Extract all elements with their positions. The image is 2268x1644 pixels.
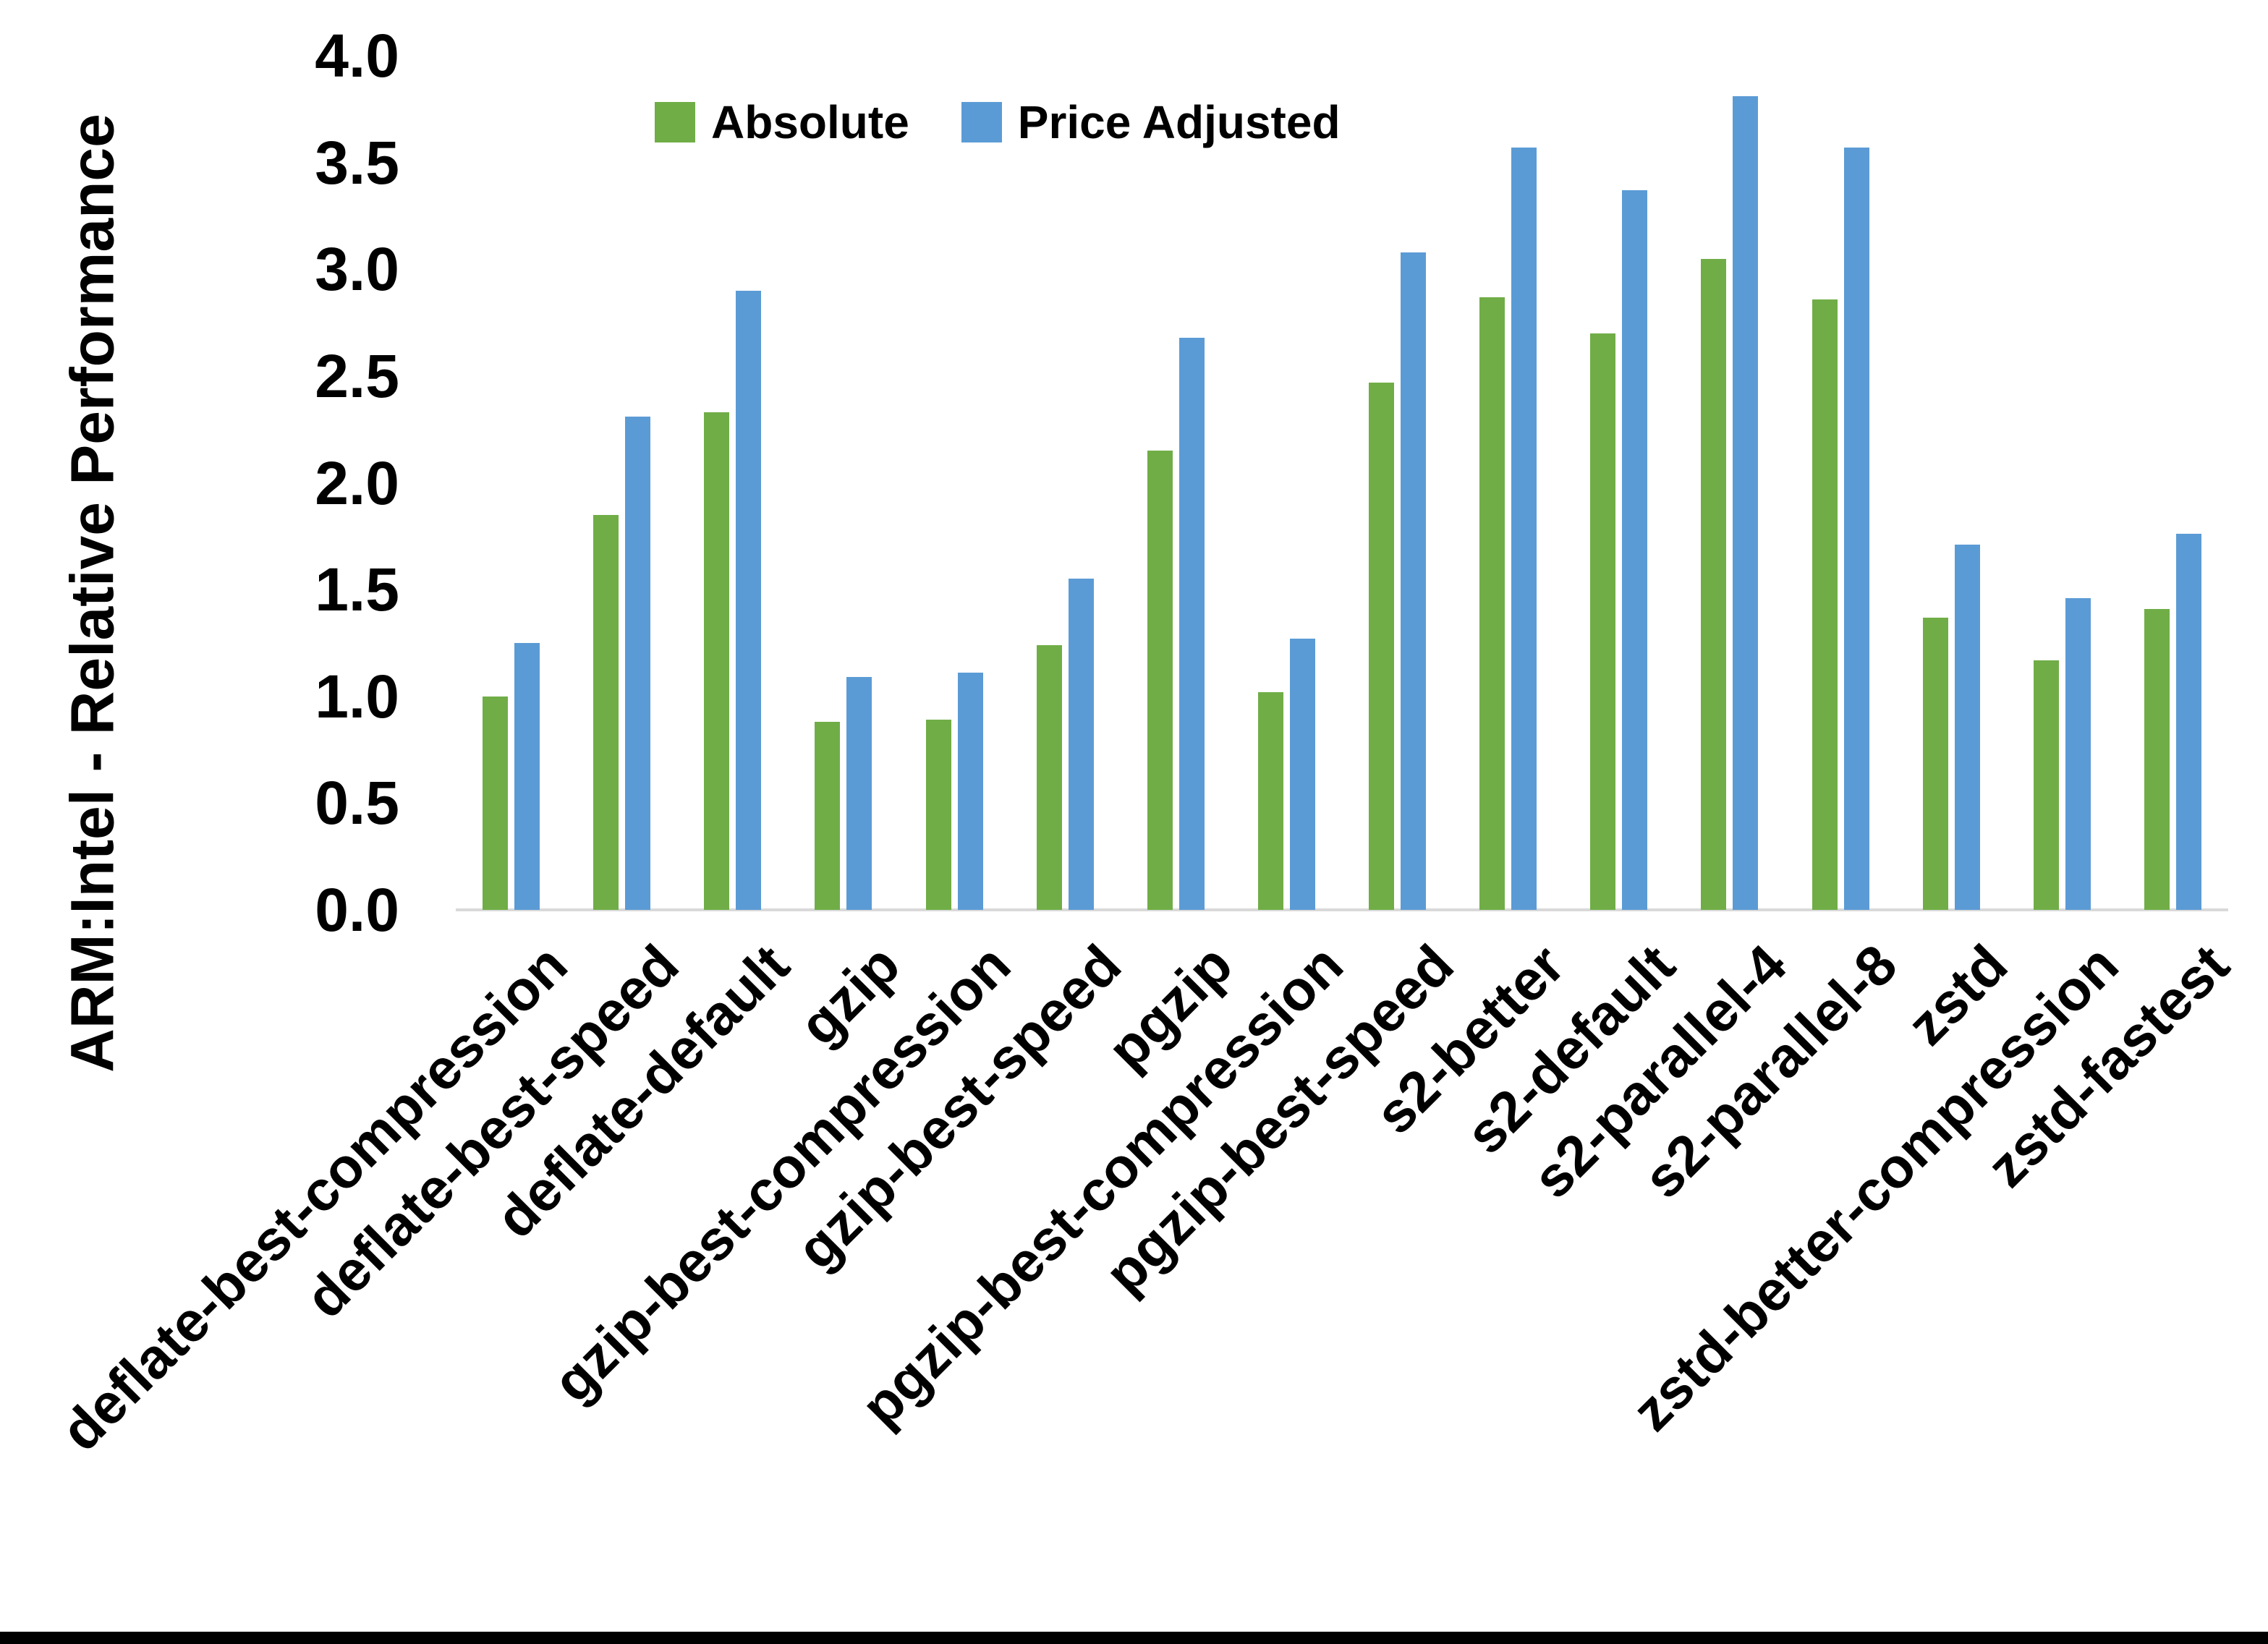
bar-price-adjusted bbox=[2175, 534, 2201, 910]
bar-price-adjusted bbox=[846, 677, 872, 910]
y-axis-title: ARM:Intel - Relative Performance bbox=[58, 114, 127, 1073]
bar-price-adjusted bbox=[625, 416, 651, 910]
legend-swatch-price-adjusted-icon bbox=[961, 102, 1002, 142]
bar-price-adjusted bbox=[1843, 147, 1869, 910]
y-tick-label: 0.5 bbox=[315, 769, 399, 838]
bar-price-adjusted bbox=[1511, 147, 1537, 910]
y-tick-label: 4.0 bbox=[315, 22, 399, 90]
bar-absolute bbox=[483, 696, 509, 910]
bar-absolute bbox=[1479, 297, 1505, 910]
bar-absolute bbox=[1812, 299, 1838, 910]
bar-absolute bbox=[1147, 451, 1173, 910]
legend-label-price-adjusted: Price Adjusted bbox=[1017, 96, 1341, 148]
plot-area bbox=[456, 56, 2228, 911]
y-tick-label: 1.5 bbox=[315, 555, 399, 624]
bar-absolute bbox=[593, 514, 619, 910]
bar-absolute bbox=[2033, 660, 2059, 910]
bottom-border bbox=[0, 1632, 2268, 1644]
bar-price-adjusted bbox=[2065, 597, 2091, 910]
legend-item-price-adjusted: Price Adjusted bbox=[961, 95, 1341, 149]
bar-price-adjusted bbox=[1401, 252, 1427, 910]
bar-price-adjusted bbox=[1622, 190, 1648, 910]
bar-absolute bbox=[1257, 691, 1283, 910]
bar-price-adjusted bbox=[1178, 337, 1205, 910]
bar-price-adjusted bbox=[736, 290, 762, 910]
bar-absolute bbox=[1922, 617, 1948, 910]
y-tick-label: 2.0 bbox=[315, 448, 399, 517]
y-tick-label: 0.0 bbox=[315, 876, 399, 944]
bar-absolute bbox=[1590, 333, 1616, 910]
bar-absolute bbox=[704, 412, 730, 910]
y-tick-label: 2.5 bbox=[315, 341, 399, 410]
bar-absolute bbox=[1701, 258, 1727, 910]
y-tick-label: 3.0 bbox=[315, 235, 399, 304]
bar-price-adjusted bbox=[1954, 545, 1980, 910]
y-tick-label: 3.5 bbox=[315, 128, 399, 197]
bar-price-adjusted bbox=[1289, 639, 1315, 910]
legend-label-absolute: Absolute bbox=[711, 96, 909, 148]
bar-price-adjusted bbox=[514, 642, 540, 910]
x-axis-line bbox=[456, 908, 2228, 911]
legend-swatch-absolute-icon bbox=[655, 102, 695, 142]
bar-price-adjusted bbox=[1068, 579, 1094, 910]
bar-absolute bbox=[1369, 382, 1395, 910]
bar-price-adjusted bbox=[1733, 96, 1759, 910]
legend: Absolute Price Adjusted bbox=[655, 95, 1341, 149]
bar-absolute bbox=[925, 720, 951, 910]
legend-item-absolute: Absolute bbox=[655, 95, 909, 149]
bar-price-adjusted bbox=[957, 673, 983, 910]
y-tick-label: 1.0 bbox=[315, 662, 399, 731]
bar-absolute bbox=[815, 722, 841, 910]
bar-absolute bbox=[2144, 608, 2170, 910]
bar-absolute bbox=[1036, 644, 1062, 910]
